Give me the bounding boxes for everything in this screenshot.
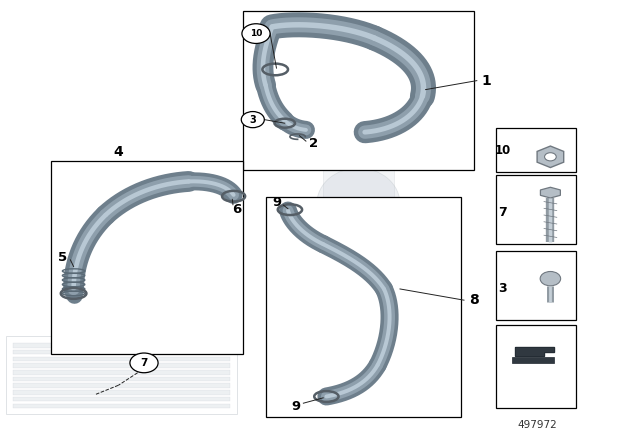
Bar <box>6 336 237 414</box>
Bar <box>13 377 230 381</box>
Text: 9: 9 <box>292 400 301 413</box>
Bar <box>323 166 394 244</box>
Bar <box>243 11 474 170</box>
Bar <box>512 357 554 363</box>
Text: 3: 3 <box>498 281 507 295</box>
Text: 2: 2 <box>309 137 318 150</box>
Circle shape <box>130 353 158 373</box>
Bar <box>496 128 576 172</box>
Bar <box>13 383 230 388</box>
Text: 4: 4 <box>113 145 124 159</box>
Bar <box>13 390 230 395</box>
Text: 10: 10 <box>250 29 262 38</box>
Text: 8: 8 <box>468 293 479 307</box>
Text: 5: 5 <box>58 251 67 264</box>
Text: 9: 9 <box>272 196 281 209</box>
Circle shape <box>545 153 556 161</box>
Bar <box>13 343 230 348</box>
Bar <box>13 404 230 408</box>
Bar <box>13 397 230 401</box>
Text: 1: 1 <box>481 73 492 88</box>
Ellipse shape <box>326 222 390 267</box>
Text: 10: 10 <box>494 144 511 158</box>
Bar <box>51 161 243 354</box>
Bar <box>13 363 230 368</box>
Text: 3: 3 <box>250 115 256 125</box>
Circle shape <box>242 24 270 43</box>
Circle shape <box>540 271 561 286</box>
Ellipse shape <box>301 291 346 323</box>
Bar <box>13 357 230 361</box>
Circle shape <box>241 112 264 128</box>
Text: 6: 6 <box>232 202 241 216</box>
Polygon shape <box>537 146 564 168</box>
Bar <box>496 251 576 320</box>
Bar <box>13 370 230 375</box>
Ellipse shape <box>317 168 400 240</box>
Text: 7: 7 <box>140 358 148 368</box>
Text: 497972: 497972 <box>518 420 557 430</box>
Text: 7: 7 <box>498 206 507 220</box>
Polygon shape <box>515 347 554 356</box>
Bar <box>13 350 230 354</box>
Polygon shape <box>540 187 561 198</box>
Bar <box>496 325 576 408</box>
Bar <box>266 197 461 417</box>
Ellipse shape <box>291 273 349 314</box>
Bar <box>496 175 576 244</box>
